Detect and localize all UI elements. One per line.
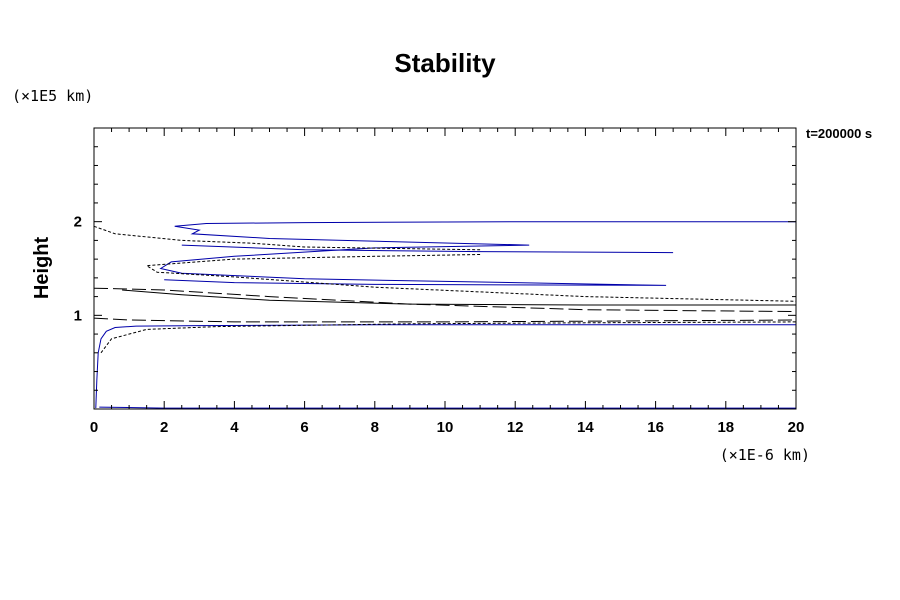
time-annotation: t=200000 s xyxy=(806,126,872,141)
contour-line-0 xyxy=(95,324,796,409)
y-tick-label: 2 xyxy=(74,214,82,231)
chart-title: Stability xyxy=(394,48,496,78)
contour-line-9 xyxy=(99,406,796,409)
y-axis-label: Height xyxy=(31,237,53,300)
contour-line-1 xyxy=(159,221,796,286)
x-tick-label: 4 xyxy=(230,419,239,436)
y-unit-label: (×1E5 km) xyxy=(12,87,93,105)
x-tick-label: 10 xyxy=(437,419,454,436)
x-tick-label: 14 xyxy=(577,419,594,436)
x-tick-label: 0 xyxy=(90,419,98,436)
y-tick-label: 1 xyxy=(74,307,82,324)
contour-line-3 xyxy=(93,225,481,251)
x-tick-label: 18 xyxy=(717,419,734,436)
x-tick-label: 12 xyxy=(507,419,524,436)
x-tick-label: 8 xyxy=(371,419,379,436)
contour-line-2 xyxy=(181,244,674,254)
x-tick-label: 2 xyxy=(160,419,168,436)
x-unit-label: (×1E-6 km) xyxy=(720,446,810,464)
contour-line-6 xyxy=(93,287,797,313)
x-tick-label: 20 xyxy=(788,419,805,436)
x-tick-label: 16 xyxy=(647,419,664,436)
contour-line-7 xyxy=(93,317,797,323)
plot-frame xyxy=(93,127,797,410)
x-tick-label: 6 xyxy=(300,419,308,436)
contour-line-4 xyxy=(145,254,797,302)
contour-line-5 xyxy=(100,321,797,354)
contour-line-8 xyxy=(122,289,796,306)
